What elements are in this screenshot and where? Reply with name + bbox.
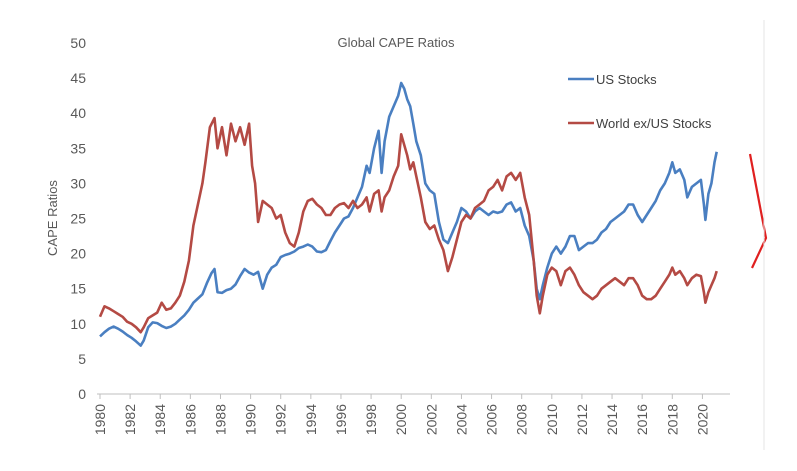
- x-tick-label: 2020: [694, 404, 710, 435]
- x-tick-label: 1996: [333, 404, 349, 435]
- x-tick-label: 2012: [574, 404, 590, 435]
- chart-title: Global CAPE Ratios: [337, 35, 455, 50]
- x-tick-label: 1984: [152, 404, 168, 435]
- y-tick-label: 50: [70, 35, 86, 51]
- x-tick-label: 2010: [544, 404, 560, 435]
- x-tick-label: 1990: [243, 404, 259, 435]
- x-tick-label: 1998: [363, 404, 379, 435]
- y-tick-label: 15: [70, 281, 86, 297]
- legend: US Stocks World ex/US Stocks: [568, 72, 712, 131]
- x-tick-label: 2004: [453, 404, 469, 435]
- legend-label: World ex/US Stocks: [596, 116, 712, 131]
- x-tick-label: 2008: [514, 404, 530, 435]
- y-tick-label: 10: [70, 316, 86, 332]
- x-tick-label: 2014: [604, 404, 620, 435]
- x-tick-label: 2016: [634, 404, 650, 435]
- x-tick-label: 1992: [273, 404, 289, 435]
- x-tick-label: 2006: [484, 404, 500, 435]
- x-tick-label: 1986: [182, 404, 198, 435]
- legend-label: US Stocks: [596, 72, 657, 87]
- y-axis-title: CAPE Ratios: [45, 180, 60, 256]
- y-tick-labels: 0 5 10 15 20 25 30 35 40 45 50: [70, 35, 86, 402]
- x-tick-label: 2000: [393, 404, 409, 435]
- y-tick-label: 40: [70, 105, 86, 121]
- bracket-annotation: [748, 153, 768, 269]
- x-tick-label: 1988: [212, 404, 228, 435]
- x-tick-label: 1980: [92, 404, 108, 435]
- x-tick-label: 1982: [122, 404, 138, 435]
- y-tick-label: 35: [70, 140, 86, 156]
- x-tick-label: 2018: [664, 404, 680, 435]
- series-line-us-stocks: [99, 81, 718, 347]
- y-tick-label: 20: [70, 246, 86, 262]
- x-tick-label: 2002: [423, 404, 439, 435]
- y-tick-label: 25: [70, 211, 86, 227]
- series-lines: [98, 81, 718, 347]
- y-tick-label: 0: [78, 386, 86, 402]
- y-tick-label: 45: [70, 70, 86, 86]
- x-tick-label: 1994: [303, 404, 319, 435]
- y-tick-label: 5: [78, 351, 86, 367]
- x-tick-labels: 1980 1982 1984 1986 1988 1990 1992 1994 1996 1998…: [92, 394, 710, 435]
- y-tick-label: 30: [70, 175, 86, 191]
- series-line-world-ex-us-stocks: [98, 116, 718, 334]
